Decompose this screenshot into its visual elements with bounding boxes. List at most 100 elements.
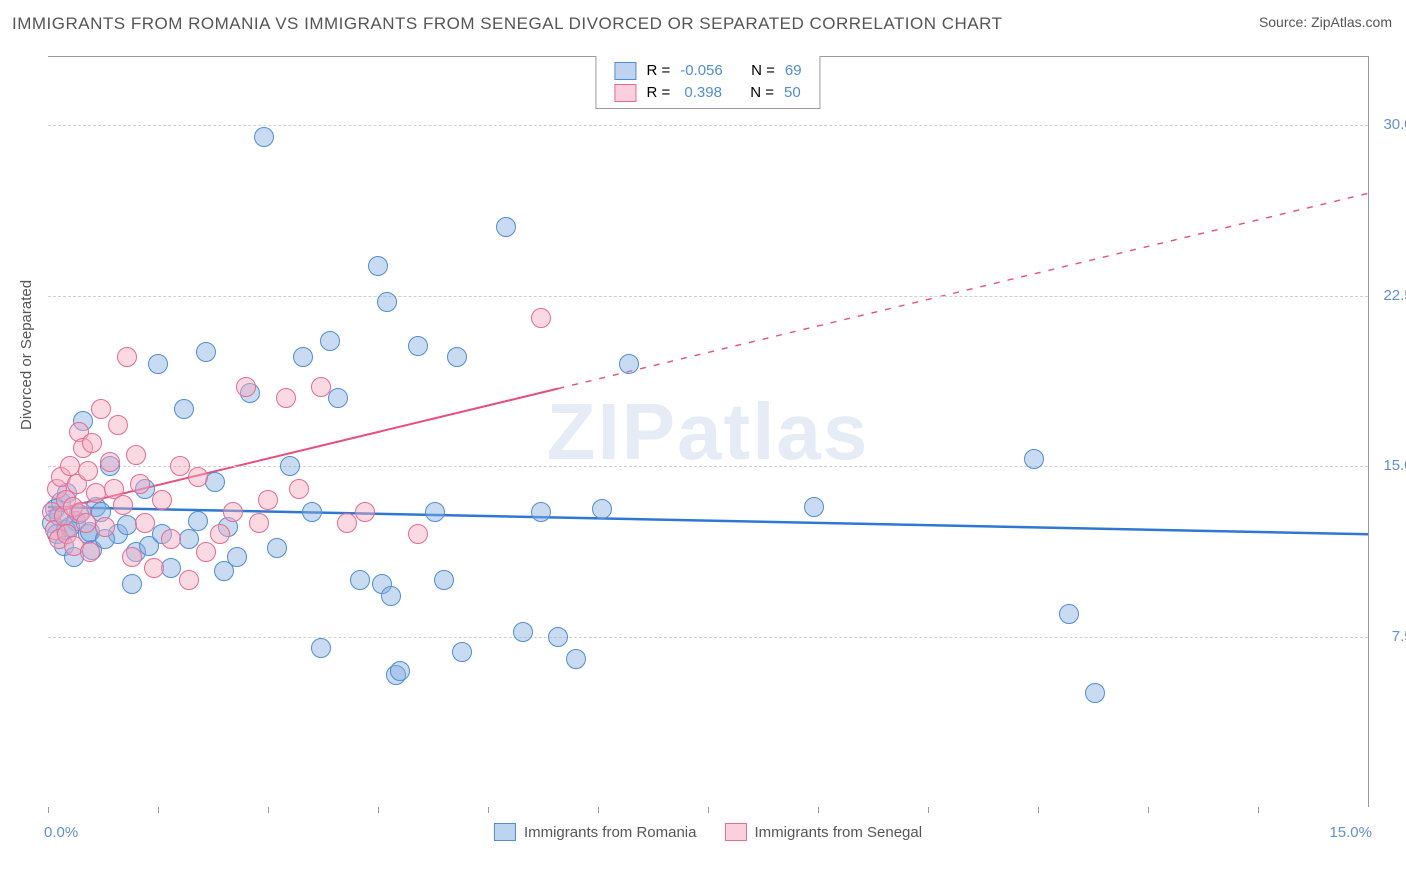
scatter-point: [496, 217, 516, 237]
y-tick-label: 7.5%: [1376, 628, 1406, 645]
x-tick: [928, 807, 929, 813]
x-tick: [48, 807, 49, 813]
legend-label-senegal: Immigrants from Senegal: [754, 824, 922, 841]
x-tick: [488, 807, 489, 813]
scatter-point: [130, 474, 150, 494]
r-value-senegal: 0.398: [680, 82, 722, 104]
gridline: [48, 296, 1368, 297]
scatter-point: [249, 513, 269, 533]
legend-swatch-senegal: [614, 84, 636, 102]
scatter-point: [425, 502, 445, 522]
scatter-point: [548, 627, 568, 647]
scatter-point: [368, 256, 388, 276]
y-tick-label: 15.0%: [1376, 457, 1406, 474]
scatter-point: [152, 490, 172, 510]
y-tick-label: 30.0%: [1376, 116, 1406, 133]
scatter-point: [1059, 604, 1079, 624]
watermark: ZIPatlas: [547, 386, 870, 478]
y-axis-label: Divorced or Separated: [18, 280, 35, 430]
scatter-point: [452, 642, 472, 662]
scatter-point: [174, 399, 194, 419]
chart-title: IMMIGRANTS FROM ROMANIA VS IMMIGRANTS FR…: [12, 14, 1002, 34]
y-tick-label: 22.5%: [1376, 287, 1406, 304]
n-value-romania: 69: [785, 60, 802, 82]
gridline: [48, 125, 1368, 126]
scatter-point: [76, 513, 96, 533]
scatter-point: [188, 467, 208, 487]
scatter-point: [447, 347, 467, 367]
scatter-point: [531, 308, 551, 328]
scatter-point: [531, 502, 551, 522]
x-tick: [1258, 807, 1259, 813]
scatter-point: [188, 511, 208, 531]
scatter-point: [196, 342, 216, 362]
scatter-point: [161, 529, 181, 549]
scatter-point: [276, 388, 296, 408]
scatter-point: [377, 292, 397, 312]
source-label: Source: ZipAtlas.com: [1259, 14, 1392, 30]
scatter-point: [328, 388, 348, 408]
scatter-point: [122, 574, 142, 594]
scatter-point: [223, 502, 243, 522]
scatter-point: [289, 479, 309, 499]
legend-swatch-romania: [494, 823, 516, 841]
scatter-point: [91, 399, 111, 419]
r-value-romania: -0.056: [680, 60, 723, 82]
scatter-point: [179, 529, 199, 549]
scatter-point: [113, 495, 133, 515]
n-label: N =: [751, 60, 775, 82]
plot-area: ZIPatlas R = -0.056 N = 69 R = 0.398 N =…: [48, 56, 1369, 807]
scatter-point: [280, 456, 300, 476]
scatter-point: [513, 622, 533, 642]
scatter-point: [170, 456, 190, 476]
scatter-point: [619, 354, 639, 374]
legend-swatch-romania: [614, 62, 636, 80]
scatter-point: [1024, 449, 1044, 469]
scatter-point: [108, 415, 128, 435]
gridline: [48, 466, 1368, 467]
r-label: R =: [646, 82, 670, 104]
scatter-point: [205, 472, 225, 492]
scatter-point: [258, 490, 278, 510]
scatter-point: [100, 452, 120, 472]
scatter-point: [592, 499, 612, 519]
scatter-point: [161, 558, 181, 578]
x-axis-min-label: 0.0%: [44, 824, 78, 841]
scatter-point: [179, 570, 199, 590]
n-label: N =: [750, 82, 774, 104]
scatter-point: [196, 542, 216, 562]
x-tick: [818, 807, 819, 813]
scatter-point: [254, 127, 274, 147]
trend-lines: [48, 57, 1368, 807]
x-tick: [158, 807, 159, 813]
scatter-point: [227, 547, 247, 567]
scatter-point: [381, 586, 401, 606]
x-axis-max-label: 15.0%: [1329, 824, 1372, 841]
scatter-point: [311, 638, 331, 658]
scatter-point: [337, 513, 357, 533]
legend-label-romania: Immigrants from Romania: [524, 824, 697, 841]
legend-swatch-senegal: [724, 823, 746, 841]
scatter-point: [135, 513, 155, 533]
x-tick: [1148, 807, 1149, 813]
scatter-point: [267, 538, 287, 558]
x-tick: [1038, 807, 1039, 813]
scatter-point: [320, 331, 340, 351]
scatter-point: [95, 517, 115, 537]
scatter-point: [434, 570, 454, 590]
n-value-senegal: 50: [784, 82, 801, 104]
scatter-point: [80, 542, 100, 562]
r-label: R =: [646, 60, 670, 82]
scatter-point: [311, 377, 331, 397]
scatter-point: [350, 570, 370, 590]
x-tick: [598, 807, 599, 813]
scatter-point: [122, 547, 142, 567]
series-legend: Immigrants from Romania Immigrants from …: [494, 823, 922, 841]
scatter-point: [210, 524, 230, 544]
scatter-point: [302, 502, 322, 522]
scatter-point: [148, 354, 168, 374]
scatter-point: [78, 461, 98, 481]
scatter-point: [390, 661, 410, 681]
x-tick: [378, 807, 379, 813]
scatter-point: [408, 524, 428, 544]
